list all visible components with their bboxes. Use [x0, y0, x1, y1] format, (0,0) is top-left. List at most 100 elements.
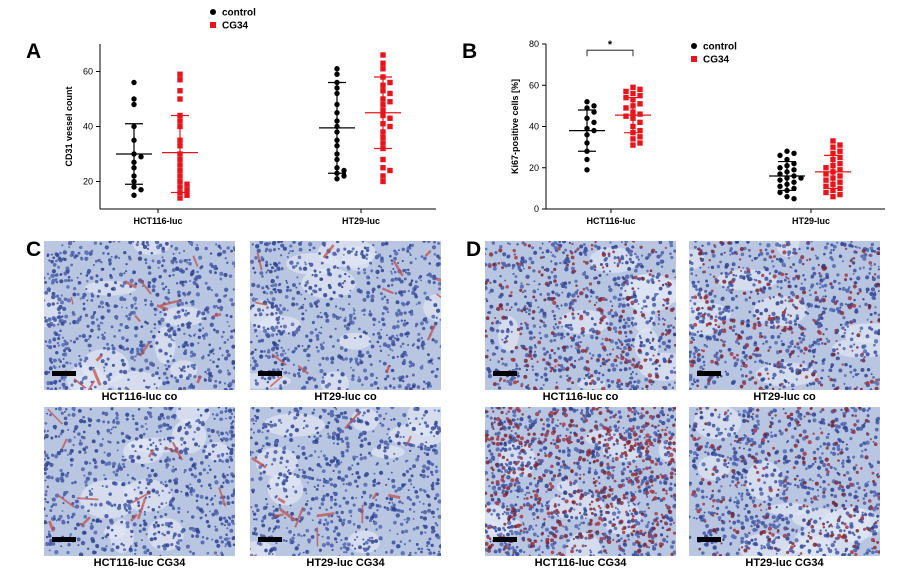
nucleus — [50, 505, 54, 509]
nucleus — [162, 371, 167, 376]
nucleus — [334, 498, 337, 501]
nucleus — [177, 510, 181, 514]
nucleus — [158, 275, 162, 279]
nucleus — [404, 353, 408, 357]
nucleus — [411, 426, 416, 431]
nucleus — [491, 352, 496, 356]
tissue-texture — [250, 241, 441, 390]
nucleus — [422, 317, 428, 322]
nucleus — [658, 286, 663, 291]
nucleus — [185, 491, 189, 495]
nucleus — [830, 285, 835, 290]
nucleus — [284, 371, 288, 375]
nucleus — [196, 506, 200, 510]
nucleus — [402, 379, 405, 383]
nucleus — [369, 494, 373, 498]
nucleus — [697, 292, 702, 297]
nucleus — [607, 311, 612, 316]
nucleus — [62, 349, 66, 353]
ki67-positive-nucleus — [498, 283, 503, 287]
nucleus — [807, 349, 812, 353]
nucleus — [82, 530, 87, 535]
ki67-positive-nucleus — [673, 343, 676, 347]
nucleus — [271, 463, 274, 466]
nucleus — [159, 481, 163, 484]
nucleus — [384, 241, 389, 246]
cd31-vessel — [385, 365, 391, 374]
nucleus — [375, 499, 378, 501]
nucleus — [284, 478, 289, 483]
nucleus — [873, 262, 877, 266]
ki67-positive-nucleus — [625, 359, 630, 364]
nucleus — [402, 442, 405, 445]
nucleus — [157, 320, 161, 324]
ki67-positive-nucleus — [627, 346, 632, 352]
nucleus — [870, 242, 875, 247]
nucleus — [401, 259, 404, 263]
nucleus — [772, 324, 775, 327]
nucleus — [315, 346, 319, 349]
nucleus — [802, 273, 805, 277]
nucleus — [693, 355, 696, 359]
nucleus — [114, 255, 118, 259]
nucleus — [162, 483, 165, 486]
nucleus — [534, 299, 538, 302]
nucleus — [385, 334, 388, 337]
nucleus — [695, 379, 700, 383]
nucleus — [45, 490, 48, 493]
nucleus — [48, 538, 53, 543]
nucleus — [309, 507, 313, 511]
nucleus — [211, 538, 214, 541]
nucleus — [137, 256, 143, 261]
nucleus — [490, 338, 494, 343]
nucleus — [125, 314, 129, 318]
nucleus — [112, 241, 116, 243]
nucleus — [267, 287, 270, 290]
nucleus — [388, 501, 391, 504]
nucleus — [277, 408, 282, 413]
nucleus — [658, 241, 663, 245]
nucleus — [281, 367, 284, 370]
nucleus — [97, 289, 102, 293]
nucleus — [693, 245, 697, 249]
nucleus — [619, 361, 623, 365]
nucleus — [803, 334, 806, 338]
data-point-cg34 — [177, 77, 183, 83]
nucleus — [337, 379, 342, 384]
nucleus — [63, 271, 68, 276]
nucleus — [335, 241, 340, 244]
nucleus — [147, 473, 152, 478]
nucleus — [60, 545, 63, 548]
nucleus — [742, 266, 745, 269]
nucleus — [564, 323, 569, 328]
nucleus — [250, 364, 252, 367]
nucleus — [51, 278, 56, 284]
nucleus — [155, 341, 159, 345]
nucleus — [363, 501, 367, 505]
nucleus — [408, 282, 413, 287]
nucleus — [252, 510, 254, 513]
nucleus — [45, 467, 49, 471]
nucleus — [788, 320, 793, 325]
nucleus — [853, 368, 857, 372]
nucleus — [502, 252, 507, 257]
nucleus — [390, 418, 393, 421]
nucleus — [266, 306, 269, 310]
nucleus — [423, 446, 429, 451]
nucleus — [267, 529, 270, 532]
nucleus — [210, 349, 214, 353]
nucleus — [297, 543, 300, 547]
nucleus — [222, 249, 227, 254]
nucleus — [658, 344, 662, 348]
nucleus — [229, 447, 234, 452]
image-d-ht29-co — [689, 241, 880, 390]
nucleus — [139, 340, 143, 344]
nucleus — [87, 337, 90, 341]
stroma-patch — [154, 326, 176, 364]
nucleus — [255, 450, 258, 453]
nucleus — [354, 357, 359, 362]
data-point-control — [784, 148, 790, 154]
nucleus — [372, 290, 375, 294]
nucleus — [426, 241, 431, 244]
nucleus — [222, 481, 225, 484]
